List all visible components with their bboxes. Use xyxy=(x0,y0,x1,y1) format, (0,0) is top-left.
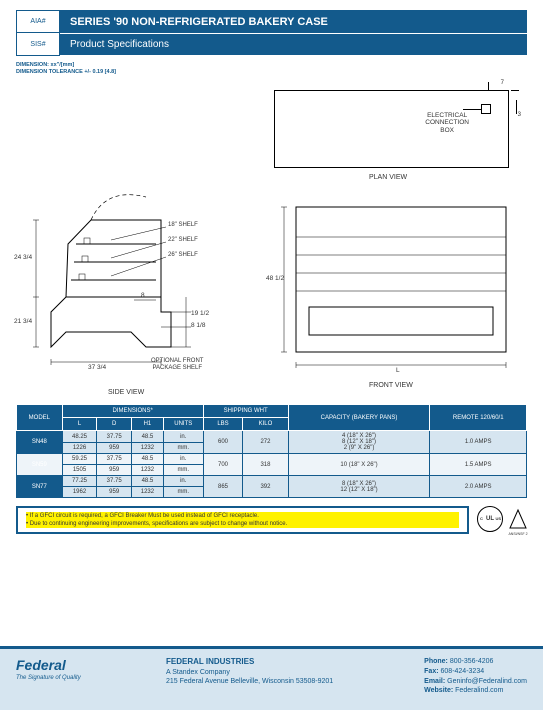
footer-logo: Federal The Signature of Quality xyxy=(16,657,156,702)
nsf-icon: ANSI/NSF 2 xyxy=(509,508,527,530)
brand-tagline: The Signature of Quality xyxy=(16,675,156,681)
front-view-svg xyxy=(274,197,519,377)
plan-view: ELECTRICAL CONNECTION BOX 7 3 PLAN VIEW xyxy=(274,82,519,187)
table-row-model: SN59 xyxy=(17,454,63,476)
side-view-svg xyxy=(16,172,246,382)
th-dimensions: DIMENSIONS* xyxy=(62,405,203,418)
front-view: 48 1/2 L FRONT VIEW xyxy=(274,197,519,387)
dim-24-3-4: 24 3/4 xyxy=(14,254,32,261)
th-shipping: SHIPPING WHT xyxy=(203,405,288,418)
dim-19-1-2: 19 1/2 xyxy=(191,310,209,317)
ul-icon: C UL US xyxy=(477,506,503,532)
dim-7: 7 xyxy=(501,80,504,86)
plan-label: PLAN VIEW xyxy=(369,174,407,181)
shelf-26: 26" SHELF xyxy=(168,252,198,258)
notes-box: • If a GFCI circuit is required, a GFCI … xyxy=(16,506,469,534)
side-label: SIDE VIEW xyxy=(108,389,144,396)
th-remote: REMOTE 120/60/1 xyxy=(430,405,527,431)
brand-name: Federal xyxy=(16,657,156,673)
dim-37-3-4: 37 3/4 xyxy=(88,364,106,371)
note-1: • If a GFCI circuit is required, a GFCI … xyxy=(26,512,459,520)
cert-icons: C UL US ANSI/NSF 2 xyxy=(477,506,527,532)
dim-L: L xyxy=(396,367,400,374)
dim-8: 8 xyxy=(141,292,145,299)
dim-3: 3 xyxy=(518,112,521,118)
dim-note-2: DIMENSION TOLERANCE +/- 0.19 [4.8] xyxy=(16,69,527,76)
elec-leader xyxy=(463,109,481,110)
note-2: • Due to continuing engineering improvem… xyxy=(26,520,459,528)
footer-contact: Phone: 800-356-4206 Fax: 608-424-3234 Em… xyxy=(424,657,527,702)
shelf-18: 18" SHELF xyxy=(168,222,198,228)
footer: Federal The Signature of Quality FEDERAL… xyxy=(0,646,543,710)
elec-label: ELECTRICAL CONNECTION BOX xyxy=(425,112,469,133)
footer-company: FEDERAL INDUSTRIES A Standex Company 215… xyxy=(156,657,424,702)
doc-title: SERIES '90 NON-REFRIGERATED BAKERY CASE xyxy=(60,10,527,33)
front-label: FRONT VIEW xyxy=(369,382,413,389)
aia-tab: AIA# xyxy=(16,10,60,33)
dim-48-1-2: 48 1/2 xyxy=(266,275,284,282)
th-model: MODEL xyxy=(17,405,63,431)
dim-note-1: DIMENSION: xx"/[mm] xyxy=(16,62,527,69)
dim-8-1-8: 8 1/8 xyxy=(191,322,205,329)
th-capacity: CAPACITY (BAKERY PANS) xyxy=(288,405,430,431)
dim-21-3-4: 21 3/4 xyxy=(14,318,32,325)
shelf-22: 22" SHELF xyxy=(168,237,198,243)
diagram-area: ELECTRICAL CONNECTION BOX 7 3 PLAN VIEW xyxy=(16,82,527,392)
optional-shelf-label: OPTIONAL FRONT PACKAGE SHELF xyxy=(151,358,203,371)
dimension-note: DIMENSION: xx"/[mm] DIMENSION TOLERANCE … xyxy=(16,62,527,76)
table-row-model: SN77 xyxy=(17,476,63,498)
notes-row: • If a GFCI circuit is required, a GFCI … xyxy=(16,506,527,534)
side-view: 18" SHELF 22" SHELF 26" SHELF 24 3/4 21 … xyxy=(16,172,246,392)
doc-subtitle: Product Specifications xyxy=(60,33,527,55)
header: AIA# SIS# SERIES '90 NON-REFRIGERATED BA… xyxy=(16,10,527,58)
plan-outline xyxy=(274,90,509,168)
table-row-model: SN48 xyxy=(17,431,63,454)
header-tabs: AIA# SIS# xyxy=(16,10,60,56)
sis-tab: SIS# xyxy=(16,33,60,56)
spec-table: MODEL DIMENSIONS* SHIPPING WHT CAPACITY … xyxy=(16,404,527,498)
elec-box xyxy=(481,104,491,114)
